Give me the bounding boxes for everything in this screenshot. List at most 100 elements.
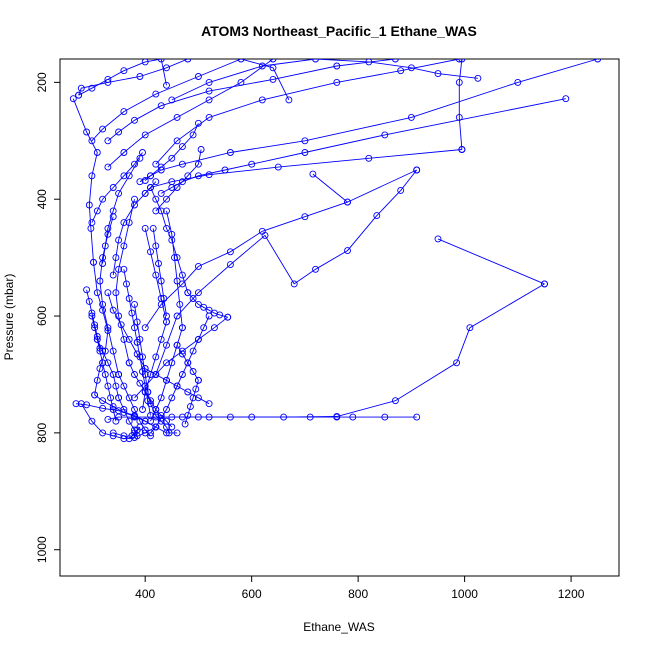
data-point: [139, 406, 146, 413]
data-point: [93, 289, 101, 297]
data-point: [139, 353, 146, 361]
data-point: [205, 113, 213, 121]
data-point: [75, 91, 83, 99]
data-point: [178, 371, 186, 378]
data-point: [136, 417, 144, 425]
data-point: [312, 265, 319, 273]
data-point: [131, 406, 138, 413]
data-point: [131, 160, 138, 168]
data-point: [104, 78, 112, 86]
x-axis: 400 600 800 1000 1200: [135, 576, 585, 601]
data-point: [455, 113, 463, 121]
data-point: [152, 178, 160, 186]
data-point: [178, 271, 186, 279]
data-point: [109, 213, 117, 221]
data-point: [131, 426, 138, 434]
data-point: [157, 295, 165, 302]
data-point: [189, 347, 197, 355]
data-point: [88, 417, 96, 425]
series-line: [72, 98, 98, 263]
data-point: [216, 311, 224, 319]
data-point: [237, 78, 245, 86]
data-point: [141, 382, 149, 390]
data-point: [455, 78, 463, 86]
data-point: [152, 371, 160, 378]
data-point: [125, 219, 133, 227]
series-line: [78, 59, 188, 96]
series-line: [112, 181, 157, 276]
data-point: [258, 227, 266, 235]
data-point: [194, 394, 202, 402]
series-line: [80, 403, 157, 440]
data-point: [163, 81, 170, 89]
data-point: [205, 400, 213, 408]
data-point: [205, 87, 213, 95]
series-line: [144, 59, 598, 181]
data-point: [131, 300, 138, 308]
data-point: [173, 429, 181, 437]
data-point: [104, 75, 112, 83]
data-point: [104, 359, 112, 367]
data-point: [157, 102, 165, 110]
series-line: [155, 169, 418, 375]
data-point: [168, 359, 176, 367]
series-line: [91, 59, 290, 142]
data-point: [301, 137, 309, 145]
data-point: [93, 335, 101, 343]
data-point: [168, 413, 176, 421]
data-point: [90, 258, 97, 266]
data-point: [115, 189, 123, 197]
data-point: [168, 423, 176, 431]
data-point: [96, 344, 104, 352]
data-point: [466, 324, 474, 332]
data-point: [391, 59, 399, 63]
data-point: [333, 62, 341, 70]
data-point: [205, 96, 213, 104]
data-point: [455, 59, 463, 63]
data-point: [136, 73, 144, 80]
data-point: [189, 394, 197, 402]
data-point: [136, 154, 144, 162]
plot-frame: [59, 58, 620, 577]
data-point: [147, 248, 154, 256]
data-point: [226, 248, 234, 256]
data-point: [258, 96, 266, 104]
data-point: [141, 224, 149, 232]
data-point: [306, 413, 314, 421]
data-point: [115, 128, 123, 136]
data-point: [125, 417, 133, 425]
data-point: [117, 321, 125, 329]
data-point: [168, 178, 176, 186]
series-line: [118, 397, 138, 436]
data-point: [131, 371, 138, 378]
series-line: [458, 59, 463, 150]
data-point: [112, 289, 120, 297]
data-point: [69, 95, 77, 103]
data-point: [152, 90, 160, 98]
data-point: [104, 382, 112, 390]
x-tick-label: 800: [348, 587, 368, 601]
data-point: [139, 149, 146, 156]
data-point: [133, 318, 141, 326]
data-point: [115, 312, 123, 320]
data-point: [269, 64, 277, 72]
data-point: [163, 64, 170, 72]
data-point: [163, 341, 170, 349]
data-point: [178, 160, 186, 168]
data-point: [147, 411, 154, 419]
data-point: [413, 166, 421, 174]
data-point: [381, 131, 389, 139]
data-point: [147, 432, 154, 440]
data-point: [88, 309, 96, 317]
data-point: [104, 415, 112, 423]
data-point: [104, 230, 112, 238]
data-point: [147, 371, 154, 378]
y-tick-label: 400: [35, 189, 49, 209]
data-point: [77, 400, 85, 408]
data-point: [136, 178, 144, 186]
data-point: [365, 59, 373, 66]
data-point: [205, 78, 213, 86]
data-point: [141, 417, 149, 425]
data-point: [178, 347, 186, 355]
series-line: [94, 394, 178, 434]
